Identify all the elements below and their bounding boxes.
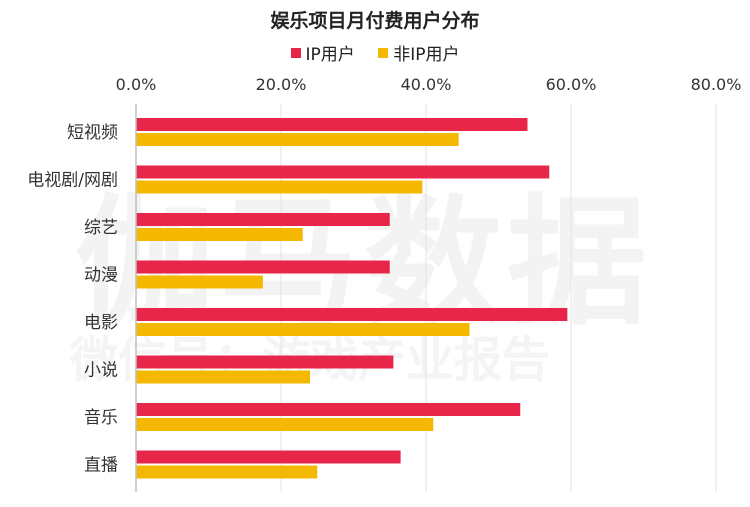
legend-label-non-ip: 非IP用户 <box>393 45 460 65</box>
x-tick-label: 80.0% <box>691 75 742 94</box>
legend-item-non-ip: 非IP用户 <box>378 40 459 65</box>
bar-ip <box>136 450 401 464</box>
category-label: 小说 <box>84 361 118 381</box>
category-label: 电影 <box>84 313 118 333</box>
legend-swatch-non-ip <box>378 47 389 58</box>
legend: IP用户 非IP用户 <box>0 40 750 65</box>
chart-title: 娱乐项目月付费用户分布 <box>270 10 480 32</box>
bar-non-ip <box>136 180 423 194</box>
bar-ip <box>136 118 528 131</box>
category-label: 动漫 <box>84 266 118 286</box>
bar-non-ip <box>136 133 459 146</box>
bar-non-ip <box>136 370 310 384</box>
category-label: 直播 <box>84 456 118 476</box>
bar-ip <box>136 213 390 226</box>
bar-non-ip <box>136 228 303 241</box>
x-tick-label: 60.0% <box>546 75 597 94</box>
bar-ip <box>136 260 390 274</box>
legend-item-ip: IP用户 <box>290 40 355 65</box>
legend-swatch-ip <box>290 47 301 58</box>
category-label: 综艺 <box>84 218 118 238</box>
x-tick-label: 0.0% <box>116 75 157 94</box>
x-tick-label: 40.0% <box>401 75 452 94</box>
bar-non-ip <box>136 465 318 479</box>
category-label: 短视频 <box>67 123 118 143</box>
bar-non-ip <box>136 323 470 336</box>
bar-non-ip <box>136 418 434 431</box>
bar-non-ip <box>136 275 263 289</box>
bar-ip <box>136 355 394 369</box>
x-tick-label: 20.0% <box>256 75 307 94</box>
bar-ip <box>136 165 550 179</box>
legend-label-ip: IP用户 <box>305 45 355 65</box>
bar-ip <box>136 403 521 416</box>
category-label: 电视剧/网剧 <box>27 171 118 191</box>
bar-ip <box>136 308 568 321</box>
category-label: 音乐 <box>84 408 118 428</box>
